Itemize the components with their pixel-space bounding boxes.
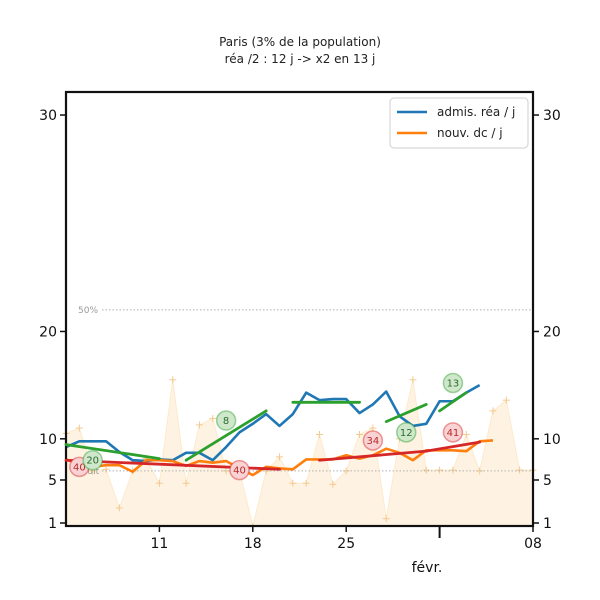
- y-tick-label: 5: [48, 473, 57, 489]
- badge-circle: [215, 410, 237, 431]
- badge-green: 12: [395, 422, 417, 443]
- background-point: [329, 480, 337, 488]
- background-point: [75, 424, 83, 432]
- badge-circle: [362, 430, 384, 451]
- background-point: [115, 504, 123, 512]
- trend-segment-green: [438, 391, 468, 413]
- badge-label: 12: [400, 428, 413, 439]
- reference-lines-layer: 50% bruit: [78, 306, 533, 477]
- background-point: [462, 431, 470, 439]
- badge-circle: [395, 422, 417, 443]
- badge-label: 40: [233, 466, 246, 477]
- badge-label: 20: [86, 456, 99, 467]
- badge-label: 41: [447, 428, 460, 439]
- badge-red: 40: [229, 459, 250, 481]
- plot-frame: [64, 90, 535, 528]
- chart-title: Paris (3% de la population): [219, 35, 381, 49]
- badge-circle: [229, 459, 250, 481]
- x-axis-label: févr.: [412, 560, 443, 576]
- trend-segment-green: [384, 403, 428, 424]
- legend-label-admissions: admis. réa / j: [437, 105, 515, 119]
- badge-circle: [82, 449, 103, 471]
- y-tick-label-right: 1: [543, 516, 552, 532]
- y-tick-label-right: 20: [543, 324, 561, 340]
- chart-subtitle: réa /2 : 12 j -> x2 en 13 j: [225, 52, 376, 66]
- y-tick-label-right: 5: [543, 473, 552, 489]
- background-point: [289, 479, 297, 487]
- badge-label: 40: [73, 462, 86, 473]
- background-point: [409, 376, 417, 384]
- background-point: [489, 407, 497, 415]
- background-point: [209, 414, 217, 422]
- background-point: [155, 479, 163, 487]
- badge-label: 34: [367, 436, 380, 447]
- y-tick-label-right: 30: [543, 108, 561, 124]
- badge-red: 34: [362, 430, 384, 451]
- background-point: [275, 453, 283, 461]
- trend-segment-red: [424, 440, 482, 453]
- background-point: [436, 466, 444, 474]
- badge-green: 13: [442, 372, 464, 394]
- background-point: [182, 479, 190, 487]
- x-tick-label: 18: [244, 536, 262, 552]
- background-point: [356, 431, 364, 439]
- background-point: [169, 376, 177, 384]
- trend-segment-green: [184, 409, 268, 462]
- badge-label: 13: [447, 378, 460, 389]
- trend-segment-red: [318, 449, 428, 462]
- badge-label: 8: [223, 416, 229, 427]
- reference-line-label: 50%: [78, 306, 98, 316]
- legend: admis. réa / j nouv. dc / j: [389, 97, 529, 149]
- x-tick-label: 08: [524, 536, 542, 552]
- background-point: [302, 479, 310, 487]
- background-point: [102, 465, 110, 473]
- y-tick-label: 10: [39, 432, 57, 448]
- background-point: [369, 424, 377, 432]
- background-area-layer: [62, 376, 537, 531]
- badge-green: 8: [215, 410, 237, 431]
- background-point: [516, 466, 524, 474]
- background-point: [382, 515, 390, 523]
- y-tick-label: 20: [39, 324, 57, 340]
- background-point: [449, 466, 457, 474]
- y-tick-label-right: 10: [543, 432, 561, 448]
- badge-circle: [442, 372, 464, 394]
- x-tick-label: 11: [150, 536, 168, 552]
- y-tick-label: 1: [48, 516, 57, 532]
- x-tick-label: 25: [337, 536, 355, 552]
- badge-red: 41: [442, 422, 464, 443]
- background-point: [316, 431, 324, 439]
- badge-circle: [442, 422, 464, 443]
- y-tick-label: 30: [39, 108, 57, 124]
- legend-box: [389, 97, 529, 149]
- trend-segment-green: [64, 443, 161, 460]
- background-point: [422, 466, 430, 474]
- badge-green: 20: [82, 449, 103, 471]
- reference-line-label: bruit: [78, 467, 100, 477]
- background-point: [502, 396, 510, 404]
- legend-label-deaths: nouv. dc / j: [437, 126, 503, 140]
- background-point: [195, 421, 203, 429]
